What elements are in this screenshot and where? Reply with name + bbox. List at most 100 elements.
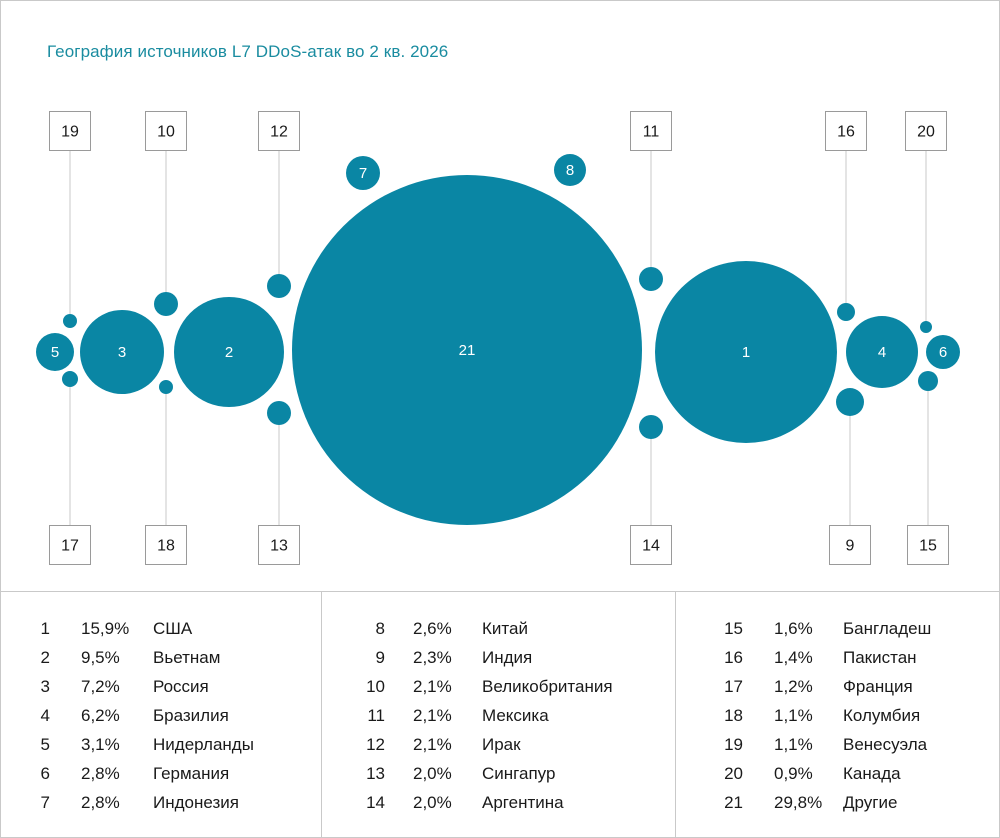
legend-country: Франция bbox=[843, 677, 913, 696]
bubble-3 bbox=[80, 310, 164, 394]
label-box-text-20: 20 bbox=[917, 124, 935, 141]
label-box-10 bbox=[145, 111, 187, 151]
legend-country: Бразилия bbox=[153, 706, 229, 725]
bubble-18 bbox=[159, 380, 173, 394]
bubble-11 bbox=[639, 267, 663, 291]
legend-country: Мексика bbox=[482, 706, 549, 725]
legend-percent: 2,0% bbox=[413, 764, 452, 783]
label-box-text-17: 17 bbox=[61, 538, 79, 555]
legend-percent: 1,6% bbox=[774, 619, 813, 638]
legend-country: Нидерланды bbox=[153, 735, 254, 754]
legend-rank: 17 bbox=[724, 677, 743, 696]
label-box-text-19: 19 bbox=[61, 124, 79, 141]
label-box-12 bbox=[258, 111, 300, 151]
bubble-10 bbox=[154, 292, 178, 316]
bubble-label-7: 7 bbox=[359, 165, 367, 182]
legend-percent: 29,8% bbox=[774, 793, 823, 812]
legend-country: Великобритания bbox=[482, 677, 613, 696]
legend-percent: 1,4% bbox=[774, 648, 813, 667]
legend-column-divider bbox=[675, 592, 676, 838]
legend-percent: 0,9% bbox=[774, 764, 813, 783]
legend-percent: 6,2% bbox=[81, 706, 120, 725]
bubble-label-8: 8 bbox=[566, 162, 574, 179]
legend-percent: 1,1% bbox=[774, 706, 813, 725]
legend-rank: 5 bbox=[40, 735, 50, 754]
bubble-label-4: 4 bbox=[878, 344, 886, 361]
legend-rank: 6 bbox=[40, 764, 50, 783]
label-box-text-18: 18 bbox=[157, 538, 175, 555]
legend-percent: 9,5% bbox=[81, 648, 120, 667]
legend-percent: 2,3% bbox=[413, 648, 452, 667]
legend-rank: 11 bbox=[367, 706, 385, 725]
legend-country: Вьетнам bbox=[153, 648, 221, 667]
legend-column-divider bbox=[321, 592, 322, 838]
bubble-5 bbox=[36, 333, 74, 371]
bubble-15 bbox=[918, 371, 938, 391]
legend-country: Венесуэла bbox=[843, 735, 928, 754]
label-box-18 bbox=[145, 525, 187, 565]
bubble-7 bbox=[346, 156, 380, 190]
label-box-text-16: 16 bbox=[837, 124, 855, 141]
label-box-text-10: 10 bbox=[157, 124, 175, 141]
bubble-label-2: 2 bbox=[225, 344, 233, 361]
label-box-13 bbox=[258, 525, 300, 565]
bubble-14 bbox=[639, 415, 663, 439]
legend-country: Россия bbox=[153, 677, 209, 696]
label-box-19 bbox=[49, 111, 91, 151]
legend-country: Ирак bbox=[482, 735, 521, 754]
legend-country: Германия bbox=[153, 764, 230, 783]
legend-rank: 1 bbox=[40, 619, 50, 638]
bubble-label-3: 3 bbox=[118, 344, 126, 361]
bubble-label-5: 5 bbox=[51, 344, 59, 361]
label-box-text-13: 13 bbox=[270, 538, 288, 555]
legend-rank: 4 bbox=[40, 706, 50, 725]
legend-rank: 3 bbox=[40, 677, 50, 696]
bubble-19 bbox=[63, 314, 77, 328]
legend-rank: 16 bbox=[724, 648, 743, 667]
legend-rank: 8 bbox=[375, 619, 385, 638]
bubble-1 bbox=[655, 261, 837, 443]
legend-percent: 2,1% bbox=[413, 735, 452, 754]
legend-percent: 2,8% bbox=[81, 764, 120, 783]
bubble-6 bbox=[926, 335, 960, 369]
bubble-17 bbox=[62, 371, 78, 387]
legend-percent: 1,1% bbox=[774, 735, 813, 754]
bubble-16 bbox=[837, 303, 855, 321]
legend-percent: 2,0% bbox=[413, 793, 452, 812]
legend-percent: 15,9% bbox=[81, 619, 130, 638]
bubble-2 bbox=[174, 297, 284, 407]
legend-rank: 9 bbox=[375, 648, 385, 667]
label-box-20 bbox=[905, 111, 947, 151]
bubble-8 bbox=[554, 154, 586, 186]
legend-rank: 10 bbox=[366, 677, 385, 696]
legend-country: Бангладеш bbox=[843, 619, 932, 638]
bubble-label-21: 21 bbox=[459, 342, 476, 359]
bubble-20 bbox=[920, 321, 932, 333]
label-box-text-15: 15 bbox=[919, 538, 937, 555]
bubble-21 bbox=[292, 175, 642, 525]
label-box-11 bbox=[630, 111, 672, 151]
legend-rank: 12 bbox=[366, 735, 385, 754]
label-box-9 bbox=[829, 525, 871, 565]
legend-country: США bbox=[153, 619, 193, 638]
label-box-15 bbox=[907, 525, 949, 565]
legend-country: Колумбия bbox=[843, 706, 921, 725]
bubble-13 bbox=[267, 401, 291, 425]
legend-rank: 21 bbox=[724, 793, 743, 812]
bubble-4 bbox=[846, 316, 918, 388]
legend-country: Китай bbox=[482, 619, 528, 638]
legend-rank: 20 bbox=[724, 764, 743, 783]
legend-percent: 2,1% bbox=[413, 706, 452, 725]
legend-percent: 2,6% bbox=[413, 619, 452, 638]
legend-country: Канада bbox=[843, 764, 901, 783]
chart-title: География источников L7 DDoS-атак во 2 к… bbox=[47, 42, 449, 61]
bubble-label-1: 1 bbox=[742, 344, 750, 361]
label-box-text-14: 14 bbox=[642, 538, 660, 555]
legend-rank: 2 bbox=[40, 648, 50, 667]
legend-rank: 7 bbox=[40, 793, 50, 812]
legend-rank: 19 bbox=[724, 735, 743, 754]
label-box-14 bbox=[630, 525, 672, 565]
label-box-16 bbox=[825, 111, 867, 151]
legend-percent: 7,2% bbox=[81, 677, 120, 696]
